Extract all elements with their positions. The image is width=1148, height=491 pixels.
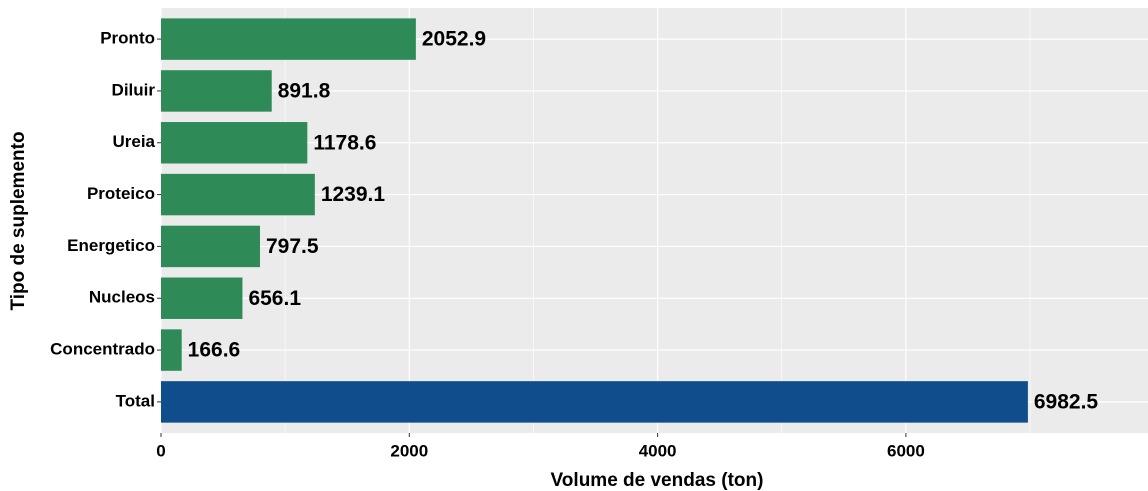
- bar: [161, 122, 308, 164]
- x-axis-title: Volume de vendas (ton): [551, 470, 764, 491]
- bar: [161, 70, 272, 112]
- bar: [161, 173, 315, 216]
- x-tick-label: 6000: [887, 441, 925, 460]
- value-label: 656.1: [248, 287, 301, 310]
- plot-panel: [161, 8, 1148, 433]
- bar: [161, 329, 182, 371]
- value-label: 2052.9: [422, 28, 486, 51]
- x-tick-label: 2000: [390, 441, 428, 460]
- bar: [161, 277, 243, 319]
- y-tick-label: Pronto: [100, 29, 155, 48]
- value-label: 797.5: [266, 235, 319, 258]
- x-tick-label: 0: [156, 441, 165, 460]
- y-axis-title: Tipo de suplemento: [8, 131, 29, 310]
- y-tick-label: Diluir: [112, 80, 156, 99]
- y-tick-label: Ureia: [112, 132, 155, 151]
- value-label: 6982.5: [1034, 390, 1099, 413]
- bar: [161, 18, 416, 60]
- x-tick-label: 4000: [639, 441, 677, 460]
- y-tick-label: Total: [116, 391, 155, 410]
- value-label: 891.8: [278, 79, 331, 102]
- y-tick-label: Proteico: [87, 184, 155, 203]
- bar: [161, 225, 261, 268]
- value-label: 166.6: [188, 339, 241, 362]
- y-tick-label: Nucleos: [89, 288, 155, 307]
- y-tick-label: Concentrado: [50, 340, 155, 359]
- value-label: 1178.6: [313, 131, 376, 154]
- value-label: 1239.1: [321, 183, 386, 206]
- y-tick-label: Energetico: [67, 236, 155, 255]
- bar: [161, 381, 1028, 423]
